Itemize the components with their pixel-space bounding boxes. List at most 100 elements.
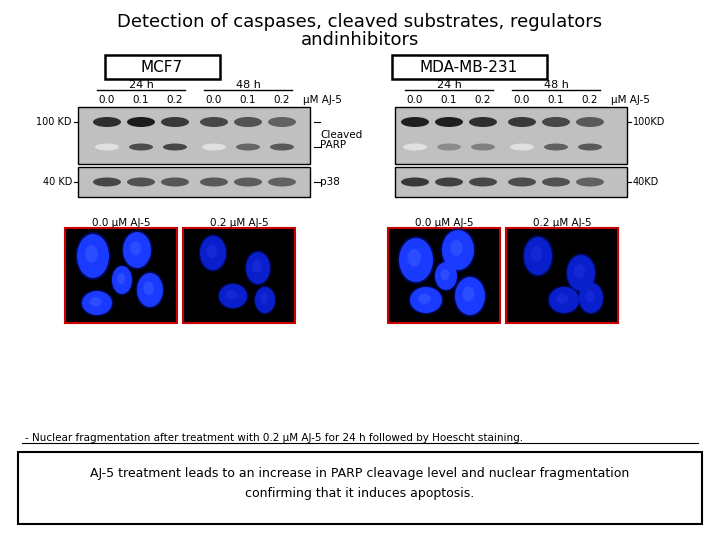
Text: Detection of caspases, cleaved substrates, regulators: Detection of caspases, cleaved substrate… <box>117 13 603 31</box>
Ellipse shape <box>454 275 487 317</box>
Text: 0.0 μM AJ-5: 0.0 μM AJ-5 <box>415 218 473 228</box>
Ellipse shape <box>435 117 463 127</box>
Text: 40KD: 40KD <box>633 177 660 187</box>
Ellipse shape <box>236 144 260 151</box>
Ellipse shape <box>207 245 217 258</box>
Text: 0.1: 0.1 <box>240 95 256 105</box>
Ellipse shape <box>95 144 119 151</box>
Ellipse shape <box>471 144 495 151</box>
Ellipse shape <box>442 230 474 270</box>
Ellipse shape <box>408 249 421 267</box>
Ellipse shape <box>524 237 552 275</box>
Ellipse shape <box>455 277 485 315</box>
Ellipse shape <box>143 281 154 295</box>
Ellipse shape <box>450 240 463 256</box>
Text: PARP: PARP <box>320 140 346 150</box>
Text: - Nuclear fragmentation after treatment with 0.2 μM AJ-5 for 24 h followed by Ho: - Nuclear fragmentation after treatment … <box>25 433 523 443</box>
Ellipse shape <box>245 251 271 286</box>
Ellipse shape <box>200 178 228 186</box>
Ellipse shape <box>508 117 536 127</box>
Text: MDA-MB-231: MDA-MB-231 <box>420 59 518 75</box>
Ellipse shape <box>549 287 579 313</box>
Bar <box>395 107 627 164</box>
Ellipse shape <box>578 144 602 151</box>
Text: 0.2 μM AJ-5: 0.2 μM AJ-5 <box>210 218 269 228</box>
Ellipse shape <box>112 266 132 294</box>
Ellipse shape <box>234 178 262 186</box>
Ellipse shape <box>122 230 153 270</box>
Ellipse shape <box>117 273 125 284</box>
Bar <box>506 228 618 323</box>
Ellipse shape <box>408 286 444 314</box>
Ellipse shape <box>202 144 226 151</box>
Text: 0.1: 0.1 <box>548 95 564 105</box>
Text: AJ-5 treatment leads to an increase in PARP cleavage level and nuclear fragmenta: AJ-5 treatment leads to an increase in P… <box>91 468 629 481</box>
Bar <box>65 228 177 323</box>
Text: Cleaved: Cleaved <box>320 130 362 140</box>
Text: 100KD: 100KD <box>633 117 665 127</box>
Ellipse shape <box>401 117 429 127</box>
Ellipse shape <box>418 294 431 304</box>
Ellipse shape <box>226 290 237 300</box>
Ellipse shape <box>547 286 580 314</box>
Ellipse shape <box>399 238 433 282</box>
Text: 0.2: 0.2 <box>474 95 491 105</box>
Ellipse shape <box>254 286 276 314</box>
Ellipse shape <box>161 117 189 127</box>
Ellipse shape <box>544 144 568 151</box>
Text: 0.2: 0.2 <box>274 95 290 105</box>
Text: 0.2: 0.2 <box>167 95 184 105</box>
Ellipse shape <box>510 144 534 151</box>
Ellipse shape <box>441 228 476 272</box>
Ellipse shape <box>574 264 585 279</box>
Ellipse shape <box>161 178 189 186</box>
Ellipse shape <box>437 144 461 151</box>
Ellipse shape <box>130 241 141 255</box>
Ellipse shape <box>252 260 261 273</box>
Ellipse shape <box>401 178 429 186</box>
Text: andinhibitors: andinhibitors <box>301 31 419 49</box>
Ellipse shape <box>200 236 226 270</box>
Text: 0.0: 0.0 <box>407 95 423 105</box>
Ellipse shape <box>246 252 270 284</box>
Ellipse shape <box>576 117 604 127</box>
Text: 40 KD: 40 KD <box>42 177 72 187</box>
Ellipse shape <box>255 287 275 313</box>
Ellipse shape <box>200 117 228 127</box>
Ellipse shape <box>82 291 112 315</box>
Text: 48 h: 48 h <box>544 80 568 90</box>
Ellipse shape <box>410 287 442 313</box>
Text: 0.1: 0.1 <box>441 95 457 105</box>
Text: 0.0: 0.0 <box>206 95 222 105</box>
Ellipse shape <box>135 271 164 309</box>
Ellipse shape <box>397 236 435 284</box>
Ellipse shape <box>137 273 163 307</box>
Bar <box>18 452 702 524</box>
Ellipse shape <box>217 283 248 309</box>
Text: 24 h: 24 h <box>436 80 462 90</box>
Ellipse shape <box>111 265 133 295</box>
Ellipse shape <box>76 232 111 280</box>
Text: 0.2: 0.2 <box>582 95 598 105</box>
Ellipse shape <box>508 178 536 186</box>
Text: μM AJ-5: μM AJ-5 <box>611 95 650 105</box>
Text: 0.0: 0.0 <box>99 95 115 105</box>
Ellipse shape <box>557 294 569 304</box>
Ellipse shape <box>127 178 155 186</box>
Ellipse shape <box>576 178 604 186</box>
Text: 0.1: 0.1 <box>132 95 149 105</box>
Ellipse shape <box>129 144 153 151</box>
Ellipse shape <box>219 284 247 308</box>
Ellipse shape <box>435 262 457 290</box>
Text: 0.2 μM AJ-5: 0.2 μM AJ-5 <box>533 218 591 228</box>
Bar <box>78 167 310 197</box>
Ellipse shape <box>577 281 604 314</box>
Ellipse shape <box>585 291 595 302</box>
Text: 24 h: 24 h <box>129 80 153 90</box>
Text: 48 h: 48 h <box>235 80 261 90</box>
Ellipse shape <box>579 283 603 313</box>
Text: 0.0 μM AJ-5: 0.0 μM AJ-5 <box>91 218 150 228</box>
Ellipse shape <box>469 178 497 186</box>
Bar <box>78 107 310 164</box>
Ellipse shape <box>542 117 570 127</box>
